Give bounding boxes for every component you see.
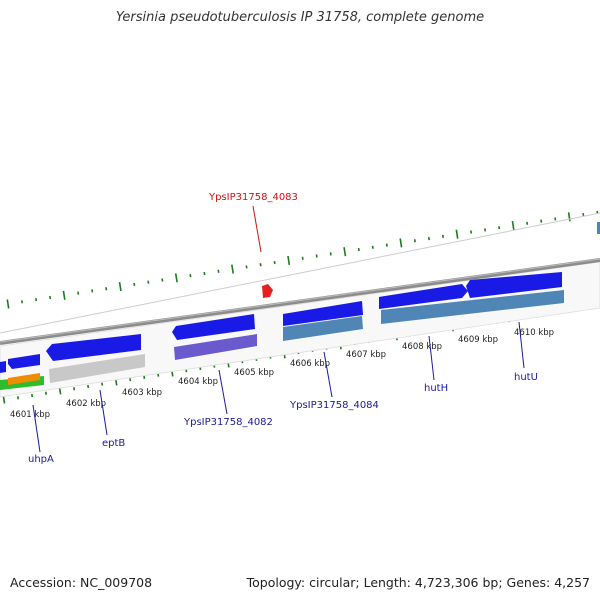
tick-mark <box>231 264 234 274</box>
gene-label-YpsIP31758_4082[interactable]: YpsIP31758_4082 <box>183 417 273 428</box>
tick-mark <box>567 212 571 222</box>
scale-label: 4608 kbp <box>402 342 442 352</box>
gene-bar-steel[interactable] <box>283 316 363 341</box>
leader-eptB <box>99 389 108 436</box>
gene-label-eptB[interactable]: eptB <box>102 438 125 449</box>
gene-arrow[interactable] <box>379 284 468 309</box>
gene-track-upper <box>0 272 562 373</box>
leader-YpsIP31758_4084 <box>323 351 333 398</box>
leader-YpsIP31758_4082 <box>218 369 228 415</box>
gene-label-hutU[interactable]: hutU <box>514 372 538 383</box>
gene-label-YpsIP31758_4083[interactable]: YpsIP31758_4083 <box>208 192 298 203</box>
scale-label: 4609 kbp <box>458 335 498 345</box>
leader-hutH <box>428 335 435 381</box>
scale-labels: 4601 kbp 4602 kbp 4603 kbp 4604 kbp 4605… <box>10 328 554 420</box>
gene-arrow[interactable] <box>46 334 141 361</box>
gene-label-hutH[interactable]: hutH <box>424 383 448 394</box>
tick-mark <box>6 299 10 309</box>
scale-label: 4604 kbp <box>178 377 218 387</box>
leader-hutU <box>518 321 525 369</box>
gene-track-lower <box>0 290 564 390</box>
genome-backbone <box>0 258 600 345</box>
scale-label: 4607 kbp <box>346 350 386 360</box>
genome-backbone-highlight <box>0 258 600 343</box>
accession-label: Accession: NC_009708 <box>10 575 153 590</box>
tick-mark <box>343 247 347 257</box>
tick-mark <box>511 220 515 231</box>
upper-tick-track <box>6 210 599 309</box>
tick-mark <box>62 290 66 300</box>
gene-bar-purple[interactable] <box>174 334 257 360</box>
gene-label-YpsIP31758_4084[interactable]: YpsIP31758_4084 <box>289 400 379 411</box>
map-title: Yersinia pseudotuberculosis IP 31758, co… <box>115 10 485 25</box>
tick-mark <box>118 281 122 292</box>
tick-mark <box>399 238 403 248</box>
tick-mark <box>2 396 6 404</box>
gene-arrow[interactable] <box>8 354 40 369</box>
leader-uhpA <box>32 404 41 453</box>
highlight-gene-YpsIP31758_4083[interactable] <box>262 284 273 298</box>
scale-label: 4605 kbp <box>234 368 274 378</box>
tick-mark <box>58 387 62 395</box>
gene-arrow[interactable] <box>172 314 255 340</box>
scale-label: 4610 kbp <box>514 328 554 338</box>
gene-arrow[interactable] <box>466 272 562 298</box>
tick-mark <box>287 255 291 265</box>
tick-mark <box>455 229 459 239</box>
topology-summary: Topology: circular; Length: 4,723,306 bp… <box>246 575 590 590</box>
gene-bar-steel[interactable] <box>381 290 564 324</box>
label-leaders <box>32 205 525 453</box>
scale-label: 4601 kbp <box>10 410 50 420</box>
edge-feature <box>597 222 600 234</box>
scale-label: 4606 kbp <box>290 359 330 369</box>
gene-bar-gray[interactable] <box>49 354 145 383</box>
leader-YpsIP31758_4083 <box>252 205 262 253</box>
gene-arrow[interactable] <box>283 301 363 326</box>
outer-band-edge <box>0 212 600 334</box>
scale-label: 4603 kbp <box>122 388 162 398</box>
gene-labels: uhpA eptB YpsIP31758_4082 YpsIP31758_408… <box>28 192 538 465</box>
gene-label-uhpA[interactable]: uhpA <box>28 454 54 465</box>
tick-mark <box>174 273 178 283</box>
gene-arrow[interactable] <box>0 361 6 373</box>
scale-label: 4602 kbp <box>66 399 106 409</box>
gene-bar-orange[interactable] <box>8 373 40 385</box>
